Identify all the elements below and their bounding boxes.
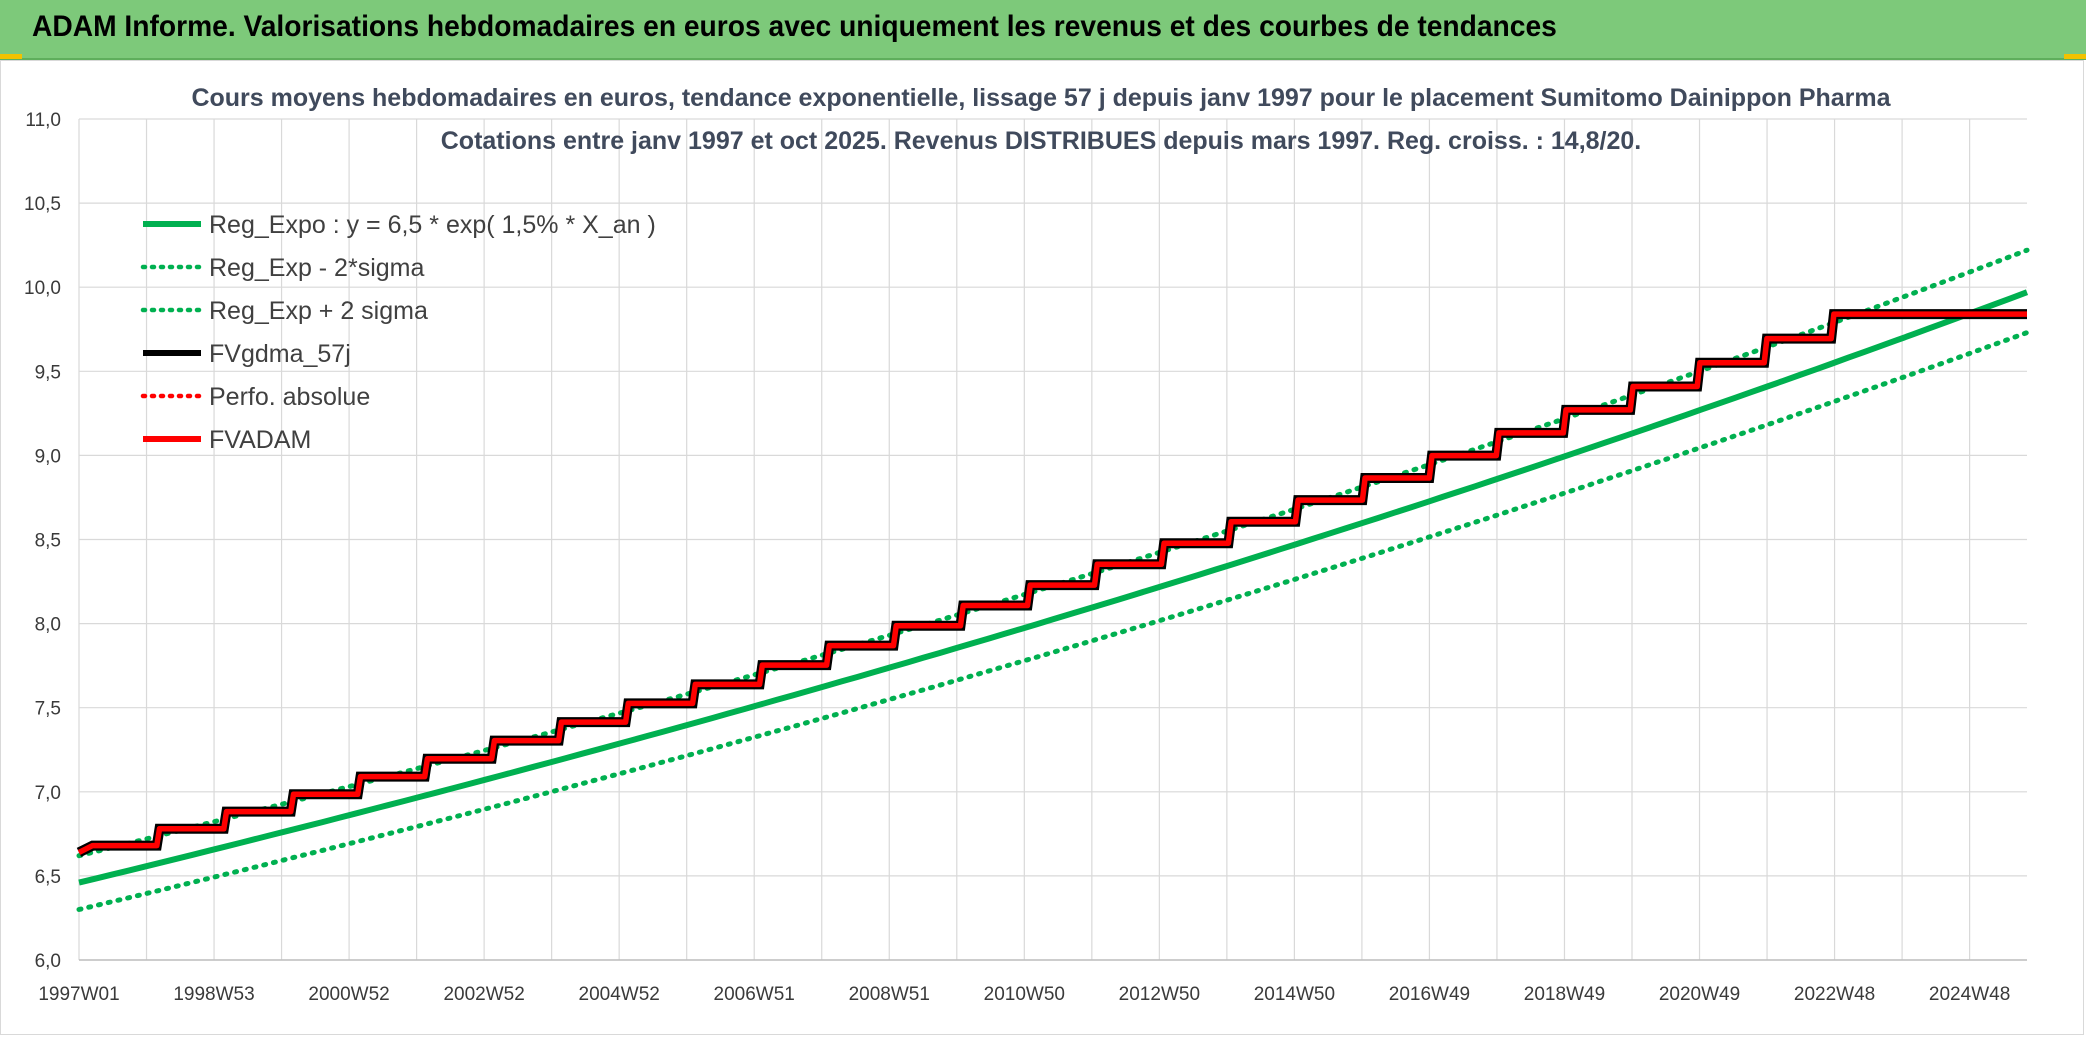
x-tick-label: 2016W49 <box>1389 984 1470 1005</box>
y-tick-label: 8,0 <box>35 615 61 636</box>
y-tick-label: 10,5 <box>24 194 61 215</box>
series-reg-exp-plus <box>76 247 2030 859</box>
series-layer <box>76 247 2030 912</box>
x-tick-label: 2006W51 <box>714 984 795 1005</box>
x-tick-label: 2002W52 <box>443 984 524 1005</box>
x-tick-label: 2004W52 <box>579 984 660 1005</box>
y-tick-label: 6,0 <box>35 951 61 972</box>
legend-label: Perfo. absolue <box>209 383 370 411</box>
y-tick-label: 11,0 <box>25 110 61 131</box>
x-tick-label: 2008W51 <box>849 984 930 1005</box>
chart-frame: 6,0 6,5 7,0 7,5 8,0 8,5 9,0 9,5 10,0 10,5 11,0 1997… <box>0 60 2084 1035</box>
legend-label: Reg_Exp + 2 sigma <box>209 297 428 325</box>
y-tick-label: 8,5 <box>35 531 61 552</box>
x-tick-label: 2012W50 <box>1119 984 1200 1005</box>
chart-subtitle-line-1: Cours moyens hebdomadaires en euros, ten… <box>191 84 1891 112</box>
y-tick-label: 7,5 <box>35 699 61 720</box>
legend: Reg_Expo : y = 6,5 * exp( 1,5% * X_an ) R… <box>140 211 656 454</box>
series-reg-expo <box>78 289 2029 886</box>
x-tick-label: 2000W52 <box>308 984 389 1005</box>
corner-accent-right <box>2064 54 2086 59</box>
chart-subtitle-line-2: Cotations entre janv 1997 et oct 2025. R… <box>441 127 1642 155</box>
x-tick-label: 2024W48 <box>1929 984 2010 1005</box>
y-tick-label: 7,0 <box>35 783 61 804</box>
series-fvadam <box>77 311 2027 855</box>
x-tick-label: 2022W48 <box>1794 984 1875 1005</box>
page-header: ADAM Informe. Valorisations hebdomadaire… <box>0 0 2086 60</box>
legend-label: FVADAM <box>209 426 311 454</box>
y-tick-label: 9,5 <box>35 362 61 383</box>
legend-label: Reg_Exp - 2*sigma <box>209 254 424 282</box>
tick-labels: 6,0 6,5 7,0 7,5 8,0 8,5 9,0 9,5 10,0 10,5 11,0 1997… <box>24 110 2010 1005</box>
chart: 6,0 6,5 7,0 7,5 8,0 8,5 9,0 9,5 10,0 10,5 11,0 1997… <box>24 84 2030 1005</box>
y-tick-label: 6,5 <box>35 867 61 888</box>
legend-label: FVgdma_57j <box>209 340 351 368</box>
y-tick-label: 10,0 <box>24 278 61 299</box>
x-tick-label: 1998W53 <box>173 984 254 1005</box>
x-tick-label: 2010W50 <box>984 984 1065 1005</box>
page-title: ADAM Informe. Valorisations hebdomadaire… <box>32 10 1557 43</box>
x-tick-label: 1997W01 <box>38 984 119 1005</box>
y-tick-label: 9,0 <box>35 446 61 467</box>
corner-accent-left <box>0 54 22 59</box>
x-tick-label: 2018W49 <box>1524 984 1605 1005</box>
legend-label: Reg_Expo : y = 6,5 * exp( 1,5% * X_an ) <box>209 211 656 239</box>
series-reg-exp-minus <box>76 330 2030 912</box>
x-tick-label: 2014W50 <box>1254 984 1335 1005</box>
x-tick-label: 2020W49 <box>1659 984 1740 1005</box>
grid <box>78 118 2027 961</box>
